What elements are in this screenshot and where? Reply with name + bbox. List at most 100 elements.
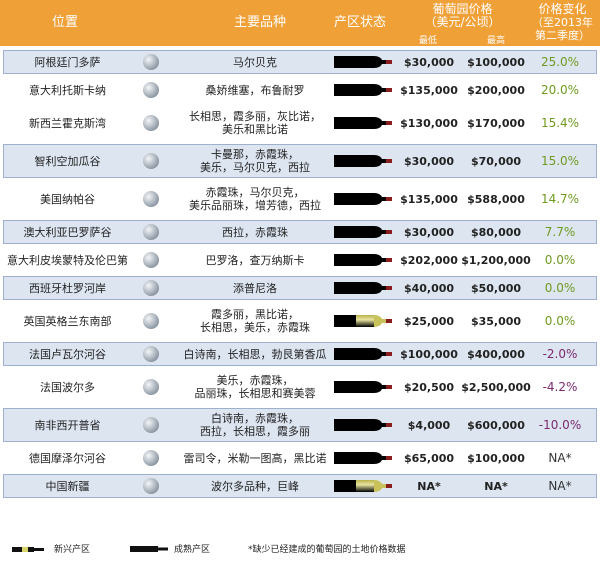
price-change: 7.7%: [544, 224, 576, 239]
location: 中国新疆: [45, 479, 90, 493]
varieties: 西拉，赤霞珠: [170, 218, 340, 246]
min-price: $40,000: [403, 281, 455, 295]
varieties: 波尔多品种，巨峰: [170, 472, 340, 500]
globe-icon: [143, 313, 159, 329]
variety-line: 西拉，长相思，霞多丽: [200, 425, 310, 438]
legend-mature: 成熟产区: [174, 545, 211, 555]
table-row: 中国新疆 波尔多品种，巨峰 NA* NA* NA*: [0, 472, 600, 500]
row-background: [3, 474, 597, 498]
varieties: 巴罗洛，查万纳斯卡: [170, 246, 340, 274]
table-row: 意大利皮埃蒙特及伦巴第 巴罗洛，查万纳斯卡 $202,000 $1,200,000 0.…: [0, 246, 600, 274]
variety-line: 白诗南，长相思，勃艮第香瓜: [183, 347, 327, 361]
min-price: $130,000: [400, 116, 458, 130]
status-bottle: [334, 315, 392, 327]
min-price: $202,000: [400, 253, 458, 267]
max-price: $600,000: [467, 418, 525, 432]
header-price-unit: （美元/公顷）: [424, 15, 501, 29]
header-location: 位置: [51, 15, 78, 30]
variety-line: 长相思，霞多丽，灰比诺，: [189, 110, 321, 123]
max-price: $50,000: [470, 281, 522, 295]
varieties: 美乐，赤霞珠， 品丽珠，长相思和赛美蓉: [170, 368, 340, 406]
status-bottle: [334, 117, 392, 129]
max-price: $400,000: [467, 347, 525, 361]
min-price: $30,000: [403, 55, 455, 69]
min-price: $135,000: [400, 83, 458, 97]
variety-line: 美乐和黑比诺: [222, 123, 288, 136]
globe-icon: [143, 82, 159, 98]
max-price: $170,000: [467, 116, 525, 130]
header-status: 产区状态: [333, 15, 386, 30]
globe-icon: [143, 191, 159, 207]
legend-emerging: 新兴产区: [54, 545, 91, 555]
header-min: 最低: [418, 36, 437, 46]
varieties: 霞多丽，黑比诺， 长相思，美乐，赤霞珠: [170, 302, 340, 340]
variety-line: 白诗南，赤霞珠，: [211, 412, 299, 425]
max-price: $588,000: [467, 192, 525, 206]
variety-line: 雷司令，米勒一图高，黑比诺: [183, 451, 327, 465]
location: 意大利皮埃蒙特及伦巴第: [7, 253, 128, 267]
location: 美国纳帕谷: [40, 192, 95, 206]
min-price: $135,000: [400, 192, 458, 206]
min-price: $65,000: [403, 451, 455, 465]
status-bottle: [334, 452, 392, 464]
table-row: 美国纳帕谷 赤霞珠，马尔贝克， 美乐品丽珠，增芳德，西拉 $135,000 $588,0…: [0, 180, 600, 218]
price-change: 0.0%: [544, 313, 576, 328]
price-change: 15.4%: [540, 115, 580, 130]
table-row: 新西兰霍克斯湾 长相思，霞多丽，灰比诺， 美乐和黑比诺 $130,000 $170,00…: [0, 104, 600, 142]
varieties: 赤霞珠，马尔贝克， 美乐品丽珠，增芳德，西拉: [170, 180, 340, 218]
status-bottle: [334, 282, 392, 294]
header-change-note: 第二季度）: [535, 29, 590, 42]
price-change: NA*: [548, 478, 572, 493]
varieties: 雷司令，米勒一图高，黑比诺: [170, 444, 340, 472]
price-change: -10.0%: [538, 417, 582, 432]
varieties: 马尔贝克: [170, 48, 340, 76]
globe-icon: [143, 280, 159, 296]
row-background: [3, 50, 597, 74]
min-price: $25,000: [403, 314, 455, 328]
status-bottle: [334, 84, 392, 96]
variety-line: 波尔多品种，巨峰: [211, 479, 299, 493]
location: 澳大利亚巴罗萨谷: [23, 225, 112, 239]
header-varieties: 主要品种: [233, 15, 286, 30]
max-price: NA*: [484, 479, 508, 493]
globe-icon: [143, 153, 159, 169]
varieties: 长相思，霞多丽，灰比诺， 美乐和黑比诺: [170, 104, 340, 142]
globe-icon: [143, 478, 159, 494]
location: 阿根廷门多萨: [34, 55, 101, 69]
variety-line: 长相思，美乐，赤霞珠: [200, 321, 310, 334]
status-bottle: [334, 480, 392, 492]
varieties: 桑娇维塞，布鲁耐罗: [170, 76, 340, 104]
row-background: [3, 342, 597, 366]
variety-line: 美乐品丽珠，增芳德，西拉: [189, 199, 321, 212]
min-price: $100,000: [400, 347, 458, 361]
price-change: 15.0%: [540, 153, 580, 168]
min-price: $30,000: [403, 225, 455, 239]
min-price: NA*: [417, 479, 441, 493]
location: 西班牙杜罗河岸: [29, 281, 106, 295]
globe-icon: [143, 379, 159, 395]
header-change: 价格变化: [538, 2, 587, 16]
status-bottle: [334, 381, 392, 393]
max-price: $35,000: [470, 314, 522, 328]
footnote: *缺少已经建成的葡萄园的土地价格数据: [248, 545, 406, 555]
price-change: -2.0%: [542, 346, 578, 361]
variety-line: 卡曼那，赤霞珠，: [211, 148, 299, 161]
globe-icon: [143, 417, 159, 433]
row-background: [3, 276, 597, 300]
varieties: 添普尼洛: [170, 274, 340, 302]
price-change: 25.0%: [540, 54, 580, 69]
table-row: 智利空加瓜谷 卡曼那，赤霞珠， 美乐，马尔贝克，西拉 $30,000 $70,000 15…: [0, 142, 600, 180]
varieties: 卡曼那，赤霞珠， 美乐，马尔贝克，西拉: [170, 142, 340, 180]
status-bottle: [334, 56, 392, 68]
max-price: $100,000: [467, 55, 525, 69]
header-max: 最高: [486, 36, 505, 46]
varieties: 白诗南，赤霞珠， 西拉，长相思，霞多丽: [170, 406, 340, 444]
globe-icon: [143, 252, 159, 268]
table-row: 澳大利亚巴罗萨谷 西拉，赤霞珠 $30,000 $80,000 7.7%: [0, 218, 600, 246]
location: 法国波尔多: [40, 380, 95, 394]
variety-line: 品丽珠，长相思和赛美蓉: [194, 387, 316, 400]
max-price: $1,200,000: [461, 253, 531, 267]
location: 智利空加瓜谷: [34, 154, 101, 168]
header-bar: 位置 主要品种 产区状态 葡萄园价格 （美元/公顷） 最低 最高 价格变化 （至…: [0, 0, 600, 46]
